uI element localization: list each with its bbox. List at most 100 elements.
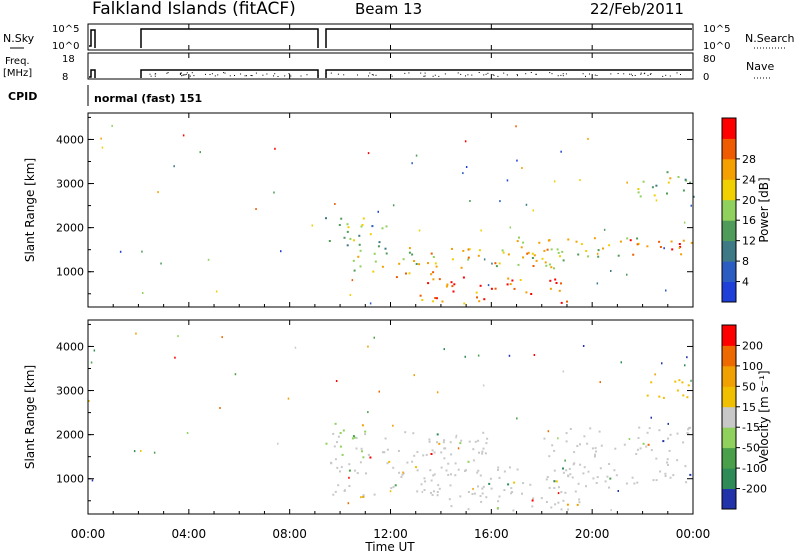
data-cell xyxy=(332,493,335,496)
data-cell xyxy=(532,265,535,267)
data-cell xyxy=(342,429,345,432)
data-cell xyxy=(336,466,339,469)
nave-point xyxy=(483,74,485,76)
data-cell xyxy=(462,172,464,175)
data-cell xyxy=(432,300,435,303)
data-cell xyxy=(546,248,549,251)
data-cell xyxy=(533,354,536,356)
data-cell xyxy=(583,435,586,438)
data-cell xyxy=(686,396,689,399)
data-cell xyxy=(358,243,361,246)
data-cell xyxy=(617,254,620,257)
data-cell xyxy=(423,477,426,480)
colorbar-swatch xyxy=(722,345,736,367)
nave-point xyxy=(330,72,332,74)
data-cell xyxy=(402,258,405,261)
nsearch-label: N.Search xyxy=(745,32,795,45)
data-cell xyxy=(377,245,380,248)
data-cell xyxy=(555,282,558,284)
data-cell xyxy=(687,428,690,431)
freq-trace-b xyxy=(140,69,319,78)
data-cell xyxy=(463,302,466,305)
nave-point xyxy=(525,73,527,75)
data-cell xyxy=(362,456,365,459)
data-cell xyxy=(631,476,634,479)
data-cell xyxy=(467,248,470,251)
data-cell xyxy=(655,457,658,460)
data-cell xyxy=(669,177,672,180)
data-cell xyxy=(637,242,640,245)
data-cell xyxy=(452,290,455,293)
data-cell xyxy=(582,472,585,475)
data-cell xyxy=(360,496,362,499)
nave-point xyxy=(465,75,466,77)
data-cell xyxy=(667,422,669,425)
data-cell xyxy=(433,451,436,454)
data-cell xyxy=(610,270,612,272)
data-cell xyxy=(430,252,433,255)
data-cell xyxy=(459,442,462,445)
data-cell xyxy=(560,301,563,304)
nave-point xyxy=(337,73,339,75)
nsky-tick-bottom: 10^0 xyxy=(52,41,79,52)
data-cell xyxy=(550,506,553,509)
data-cell xyxy=(548,239,551,242)
data-cell xyxy=(436,494,439,497)
data-cell xyxy=(334,422,337,425)
data-cell xyxy=(361,424,364,427)
data-cell xyxy=(557,492,560,495)
colorbar-swatch xyxy=(722,427,736,449)
data-cell xyxy=(353,436,356,439)
data-cell xyxy=(687,432,690,435)
nave-point xyxy=(665,74,667,76)
nave-point xyxy=(562,75,564,77)
data-cell xyxy=(454,462,457,465)
data-cell xyxy=(430,479,433,482)
data-cell xyxy=(545,264,548,267)
data-cell xyxy=(658,240,661,243)
data-cell xyxy=(335,380,338,382)
data-cell xyxy=(347,226,350,229)
data-cell xyxy=(519,279,522,281)
data-cell xyxy=(457,447,460,450)
colorbar-tick-label: -15 xyxy=(742,421,760,434)
data-cell xyxy=(689,426,692,429)
power-panel-frame xyxy=(87,112,694,308)
data-cell xyxy=(658,429,661,432)
data-cell xyxy=(476,296,478,299)
nave-point xyxy=(244,75,246,77)
data-cell xyxy=(448,498,451,501)
data-cell xyxy=(682,394,685,397)
nave-point xyxy=(669,75,671,77)
data-cell xyxy=(669,433,672,436)
data-cell xyxy=(608,486,610,489)
data-cell xyxy=(352,259,355,262)
data-cell xyxy=(548,486,551,489)
data-cell xyxy=(684,178,687,181)
data-cell xyxy=(462,276,465,279)
data-cell xyxy=(477,485,479,488)
data-cell xyxy=(485,496,488,499)
data-cell xyxy=(234,373,237,376)
colorbar-swatch xyxy=(722,325,736,346)
data-cell xyxy=(587,470,590,473)
data-cell xyxy=(594,447,597,450)
nave-point xyxy=(662,75,664,77)
data-cell xyxy=(653,194,656,197)
data-cell xyxy=(343,490,346,492)
data-cell xyxy=(441,300,444,303)
data-cell xyxy=(565,440,568,443)
data-cell xyxy=(418,229,421,232)
data-cell xyxy=(532,497,535,500)
nave-point xyxy=(154,73,156,75)
colorbar-swatch xyxy=(722,365,736,387)
data-cell xyxy=(451,285,454,288)
data-cell xyxy=(219,407,221,409)
data-cell xyxy=(215,290,218,293)
y-tick-label: 4000 xyxy=(56,340,84,353)
data-cell xyxy=(513,481,516,484)
nave-point xyxy=(255,72,257,74)
data-cell xyxy=(367,152,370,155)
data-cell xyxy=(455,434,458,437)
data-cell xyxy=(186,432,189,434)
